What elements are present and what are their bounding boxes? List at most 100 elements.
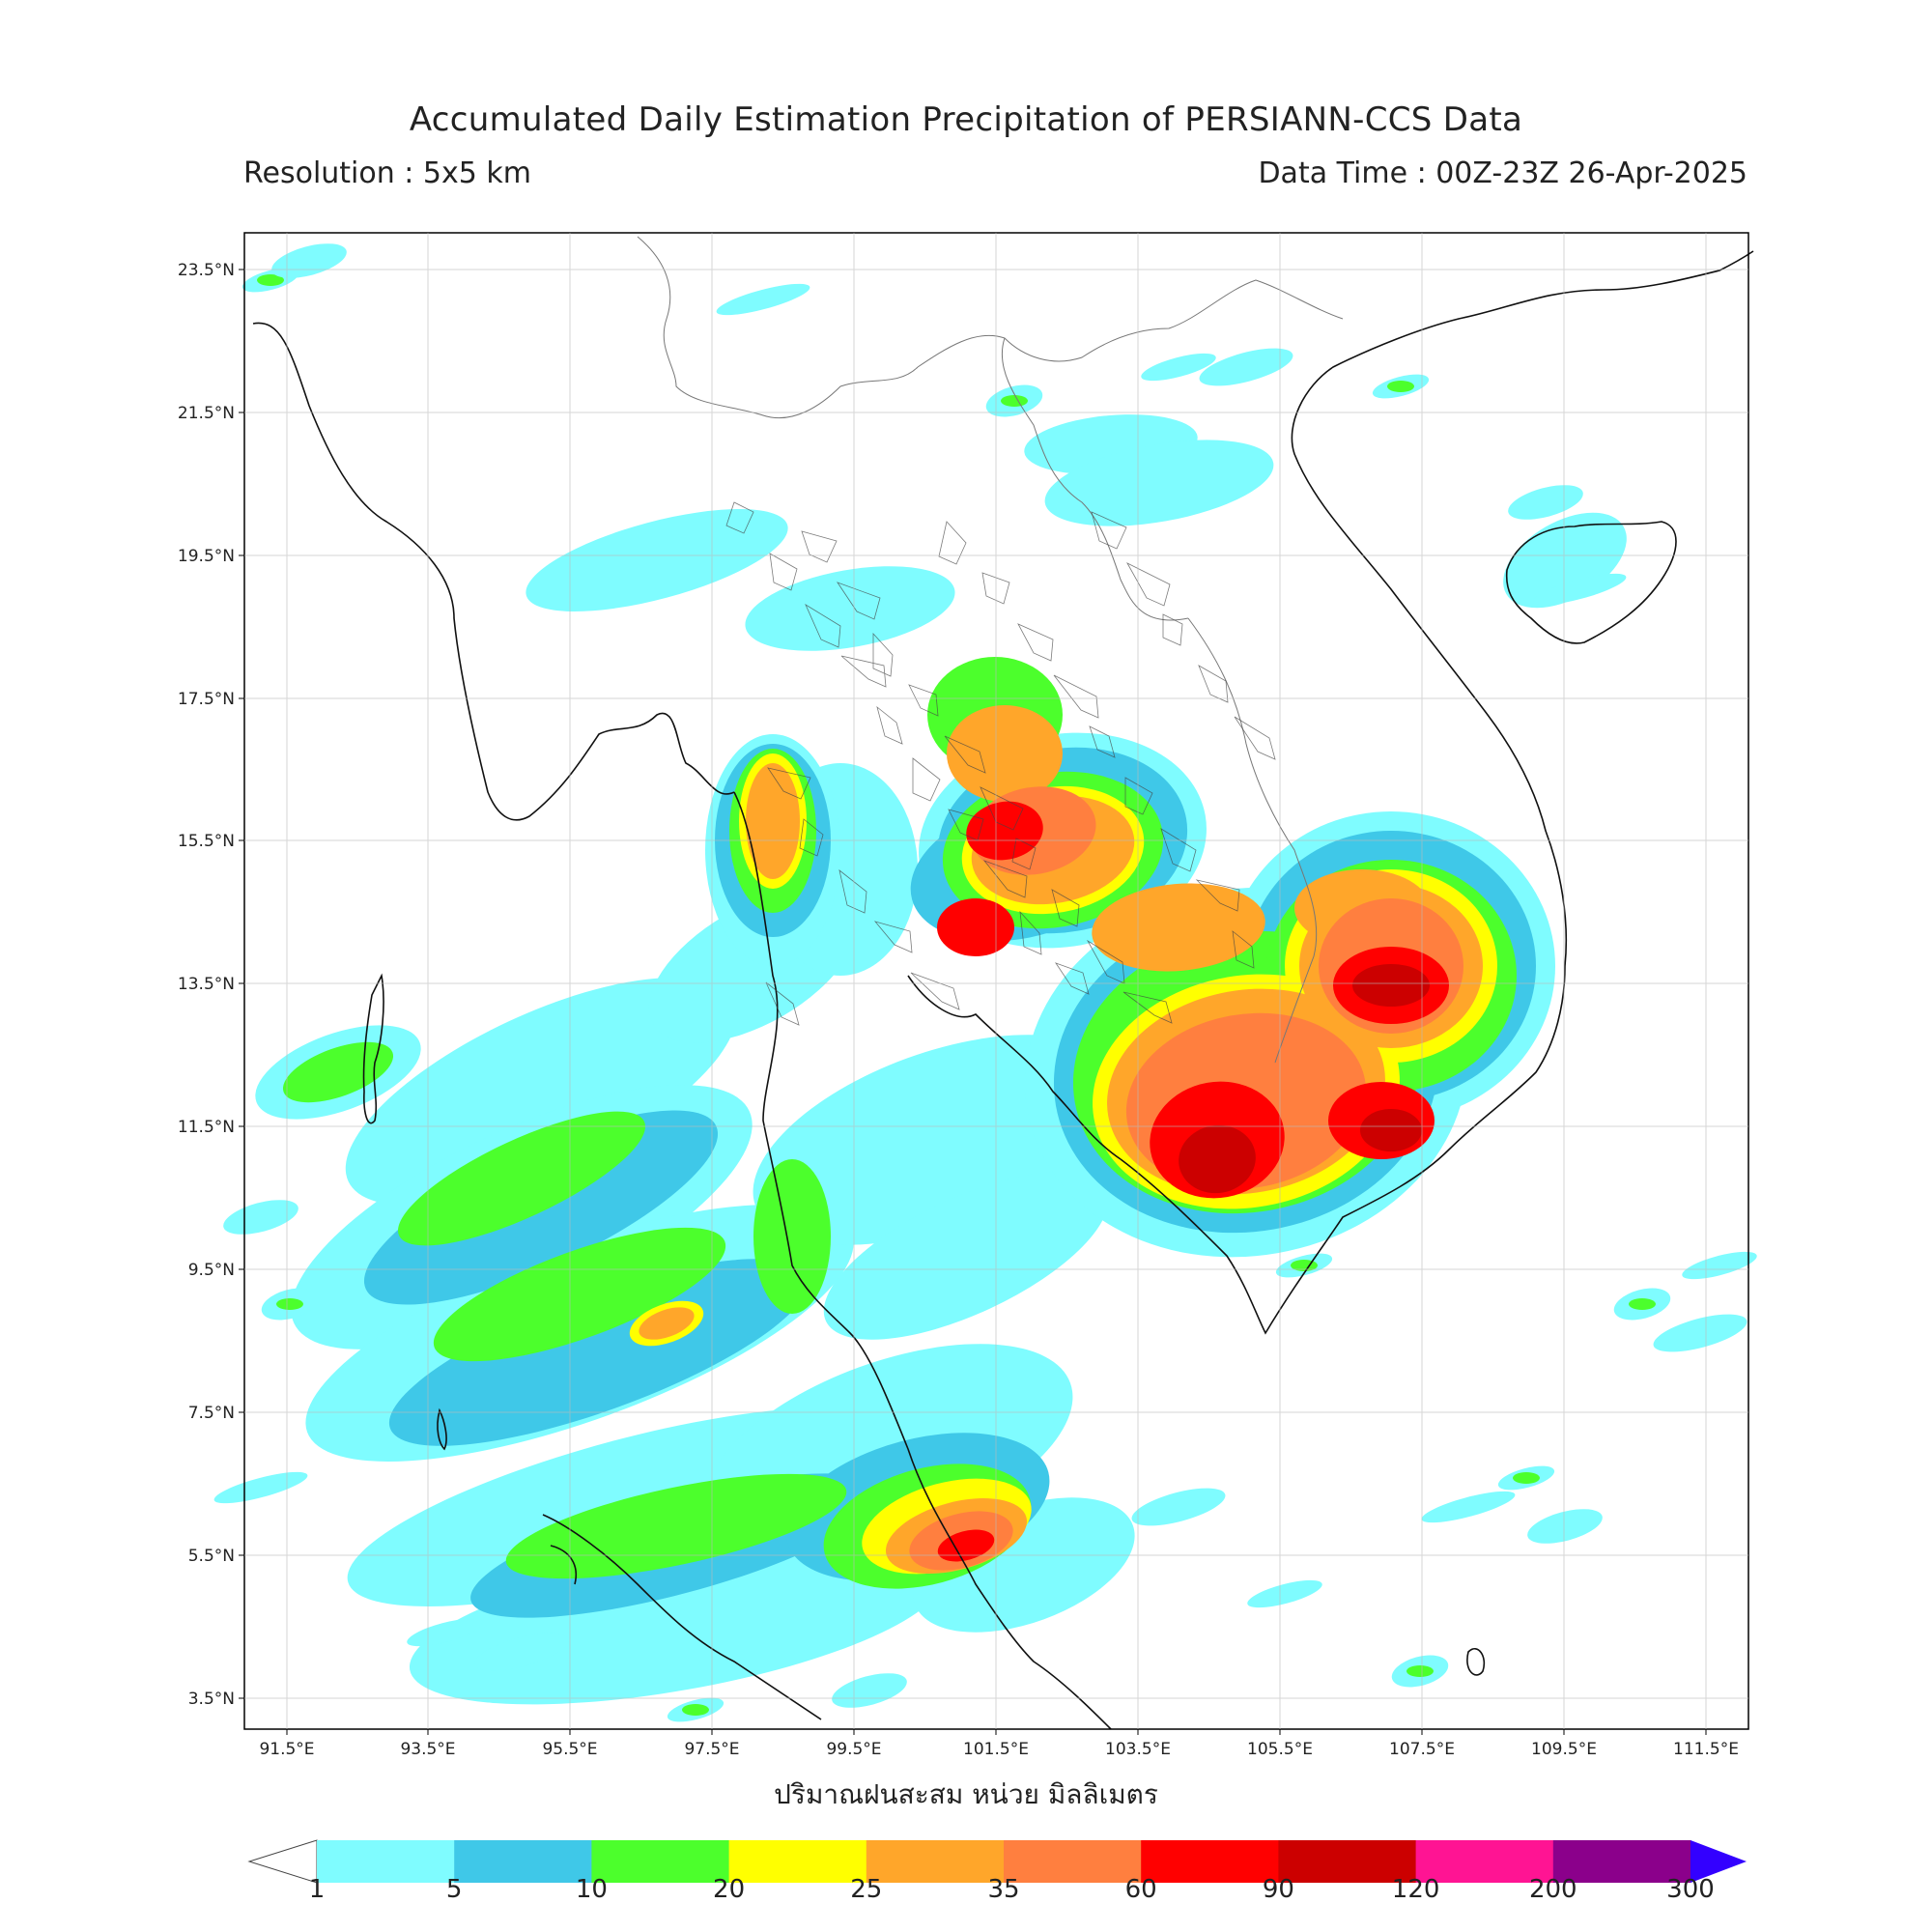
lat-tick-label: 5.5°N [188,1547,235,1566]
lon-tick-label: 97.5°E [684,1740,739,1759]
rain-blob [1360,1109,1422,1151]
rain-cell-core [1001,395,1028,407]
lon-tick-label: 91.5°E [259,1740,314,1759]
colorbar-segment [317,1840,455,1883]
coastline-layer [252,250,1754,1730]
lat-tick-label: 7.5°N [188,1404,235,1423]
rain-cell [1421,1491,1516,1523]
province-border [1126,562,1171,607]
province-border [767,767,811,800]
colorbar-segment [728,1840,867,1883]
province-border [981,572,1010,605]
province-border [912,757,941,802]
rain-blob [966,801,1043,861]
colorbar-label: 120 [1391,1875,1440,1904]
province-border [876,705,903,745]
colorbar-label: 60 [1124,1875,1157,1904]
province-border [1051,889,1080,927]
rain-blob [1092,883,1265,972]
rain-blob [753,1159,831,1314]
colorbar-label: 90 [1262,1875,1294,1904]
colorbar-label: 200 [1528,1875,1577,1904]
rain-cell-core [1629,1298,1656,1310]
rain-cell [1131,1488,1226,1526]
province-border [908,684,939,717]
rain-blob [397,1111,646,1246]
colorbar-segment [1278,1840,1417,1883]
province-border [765,981,800,1026]
lon-tick-label: 103.5°E [1105,1740,1171,1759]
data-time-label: Data Time : 00Z-23Z 26-Apr-2025 [1258,156,1747,190]
rain-cell [213,1471,308,1504]
province-border [1089,725,1116,758]
rain-blob [937,1529,995,1562]
lat-tick-label: 9.5°N [188,1261,235,1280]
lat-tick-label: 17.5°N [178,690,235,709]
rain-cell [1141,353,1216,382]
province-border [873,921,913,953]
rain-blob [1179,1124,1256,1194]
province-border [1091,511,1127,550]
lat-tick-label: 13.5°N [178,975,235,994]
colorbar-segment [1415,1840,1554,1883]
rain-blob [345,978,737,1206]
province-border [799,818,824,857]
rain-blob [1352,964,1430,1007]
longitude-labels: 91.5°E 93.5°E 95.5°E 97.5°E 99.5°E 101.5°E 103… [259,1729,1739,1759]
colorbar-segment [1141,1840,1279,1883]
map-title: Accumulated Daily Estimation Precipitati… [409,100,1523,139]
rain-cell [1653,1314,1747,1352]
lon-tick-label: 105.5°E [1247,1740,1313,1759]
rain-blob [937,898,1014,956]
colorbar-under-arrow [247,1839,318,1884]
rain-cell-core [1387,381,1414,392]
rain-cell [1199,348,1293,386]
colorbar-label: 10 [575,1875,608,1904]
rain-cell [407,1618,482,1647]
colorbar-segment [1004,1840,1142,1883]
lat-tick-label: 3.5°N [188,1690,235,1709]
border-layer [637,236,1344,1064]
lon-tick-label: 107.5°E [1389,1740,1455,1759]
colorbar-segment [866,1840,1005,1883]
rain-cell-core [1513,1472,1540,1484]
province-border [980,786,1024,831]
province-border [805,603,841,648]
rain-blob [639,1307,695,1340]
colorbar-label: 300 [1666,1875,1715,1904]
lat-tick-label: 11.5°N [178,1118,235,1137]
colorbar-segment [454,1840,592,1883]
rain-cell [716,283,810,316]
gridlines [244,233,1748,1729]
province-border [725,501,754,534]
lat-tick-label: 21.5°N [178,404,235,423]
lat-tick-label: 23.5°N [178,261,235,280]
rain-blob [433,1227,726,1362]
resolution-label: Resolution : 5x5 km [243,156,531,190]
province-border [838,868,867,914]
colorbar-label: 25 [850,1875,883,1904]
rain-cell-core [276,1298,303,1310]
rain-cell [1682,1251,1757,1280]
rain-cell [1247,1579,1322,1608]
lat-tick-label: 15.5°N [178,832,235,851]
precipitation-layer [213,243,1757,1722]
province-border [840,655,887,688]
rain-blob [823,1172,1109,1340]
rain-cell-core [682,1704,709,1716]
rain-cell [832,1673,907,1708]
province-border [836,582,881,620]
province-border [1160,828,1197,872]
province-border [801,530,838,563]
province-border [910,972,960,1010]
unit-label: ปริมาณฝนสะสม หน่วย มิลลิเมตร [774,1778,1158,1810]
province-border [1195,879,1240,912]
rain-blob [1044,440,1274,526]
province-border [1011,838,1037,870]
province-border [1017,623,1054,662]
rain-cell-core [257,274,284,286]
rain-blob [388,1259,810,1446]
rain-blob [746,763,800,879]
lat-tick-label: 19.5°N [178,547,235,566]
